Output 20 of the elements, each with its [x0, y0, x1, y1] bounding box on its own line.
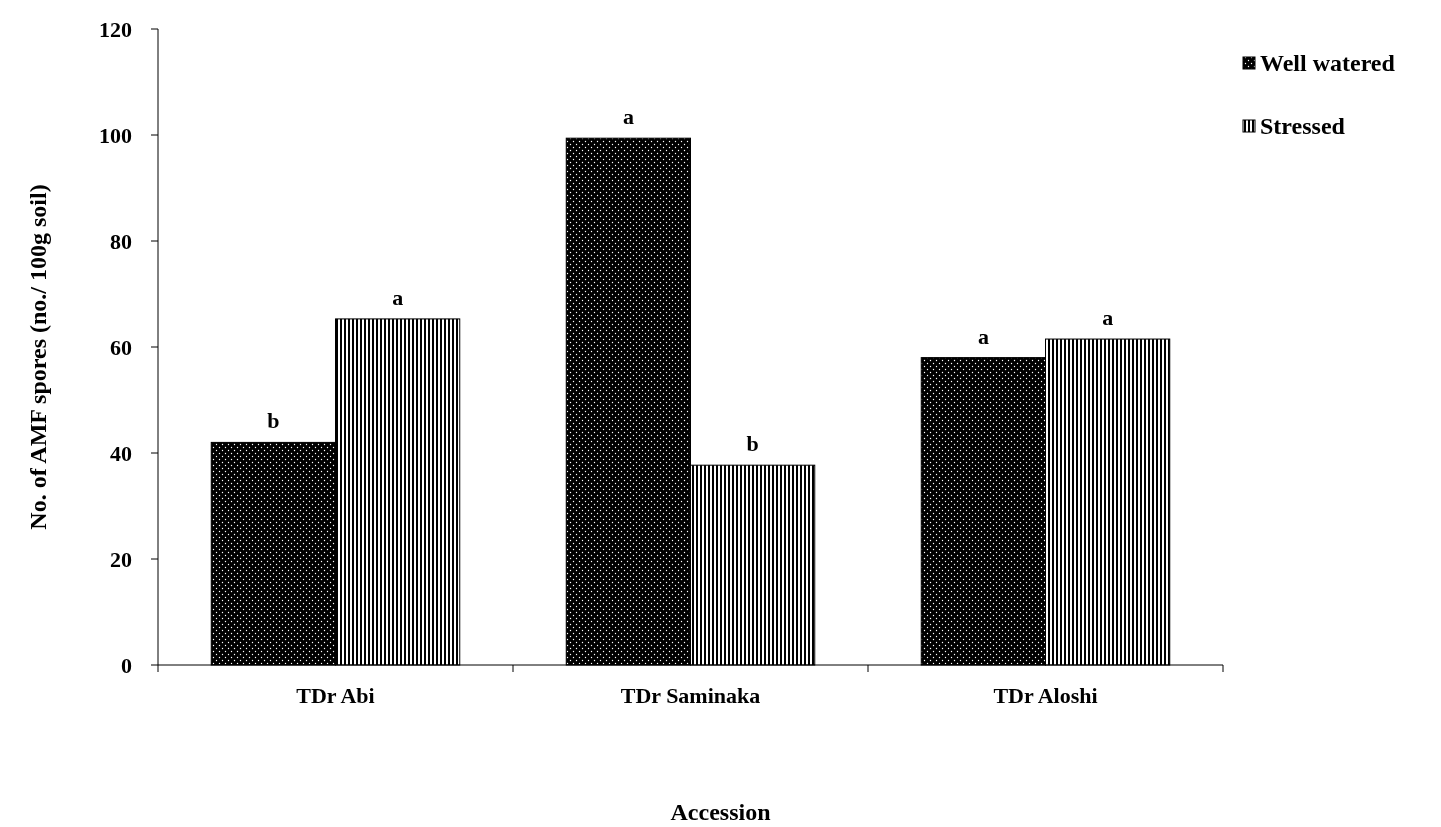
annotation: a	[1102, 305, 1114, 331]
legend-label: Well watered	[1260, 50, 1396, 77]
annotation: a	[392, 284, 404, 310]
annotation: a	[622, 104, 634, 130]
x-tick-label: TDr Abi	[296, 683, 375, 708]
x-tick-label: TDr Saminaka	[620, 683, 761, 708]
y-tick-label: 80	[110, 228, 132, 254]
x-axis-title: Accession	[670, 799, 771, 825]
x-tick-label: TDr Aloshi	[993, 683, 1098, 708]
y-axis-title: No. of AMF spores (no./ 100g soil)	[25, 184, 51, 530]
y-tick-label: 40	[110, 440, 132, 466]
y-tick-label: 120	[99, 16, 132, 42]
y-tick-label: 60	[110, 334, 132, 360]
annotation: b	[267, 408, 280, 434]
y-tick-label: 100	[99, 122, 132, 148]
y-tick-label: 20	[110, 546, 132, 572]
legend-label: Stressed	[1260, 113, 1346, 140]
annotation: b	[746, 431, 759, 457]
annotation: a	[977, 323, 989, 349]
y-tick-label: 0	[121, 652, 132, 678]
